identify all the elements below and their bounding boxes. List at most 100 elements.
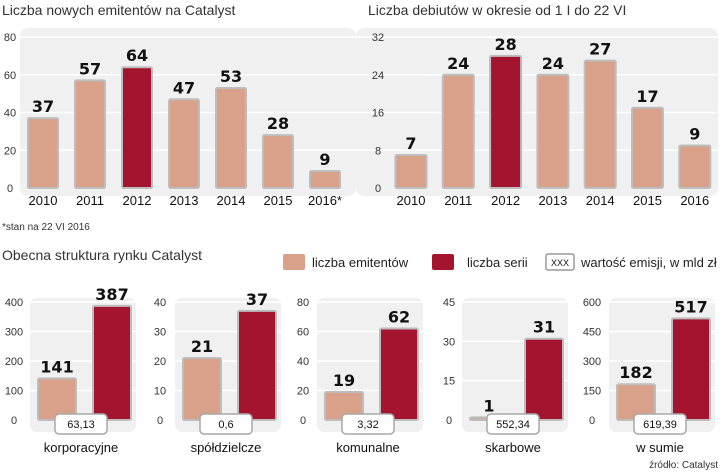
legend-swatch-series	[432, 254, 454, 270]
structure-group: 0 150 300 450 600 182 517 619,39 w sumie	[583, 297, 715, 455]
structure-y-tick: 100	[5, 386, 23, 398]
emission-value: 619,39	[643, 419, 677, 431]
structure-group: 0 20 40 60 80 19 62 3,32 komunalne	[297, 297, 423, 455]
chart1-x-tick: 2010	[29, 193, 58, 208]
chart2-data-label: 17	[636, 87, 658, 106]
chart1-data-label: 37	[32, 97, 54, 116]
emission-value: 63,13	[67, 419, 95, 431]
chart1-y-tick: 60	[4, 70, 16, 82]
group-label: skarbowe	[485, 440, 541, 455]
structure-group: 0 100 200 300 400 141 387 63,13 korporacyjne	[5, 285, 136, 455]
legend-swatch-issuers	[283, 254, 305, 270]
structure-charts: 010020030040014138763,13korporacyjne0102…	[5, 285, 715, 455]
issuers-value-label: 19	[333, 371, 355, 390]
legend-label-issuers: liczba emitentów	[312, 255, 409, 270]
issuers-value-label: 141	[40, 357, 73, 376]
series-value-label: 387	[95, 285, 128, 304]
chart1-y-tick: 80	[4, 32, 16, 44]
legend-emission-sample: XXX	[551, 258, 569, 268]
structure-y-tick: 0	[589, 415, 595, 427]
structure-y-tick: 80	[297, 297, 309, 309]
issuers-value-label: 21	[191, 337, 213, 356]
chart1-x-tick: 2015	[264, 193, 293, 208]
chart1-x-tick: 2011	[76, 193, 104, 208]
chart1-x-tick: 2013	[170, 193, 199, 208]
structure-y-tick: 600	[583, 297, 601, 309]
structure-group: 0 15 30 45 1 31 552,34 skarbowe	[443, 297, 568, 455]
structure-y-tick: 60	[297, 327, 309, 339]
emission-value: 3,32	[357, 419, 378, 431]
structure-y-tick: 40	[297, 356, 309, 368]
chart2-data-label: 7	[405, 134, 416, 153]
chart1-x-tick: 2012	[123, 193, 152, 208]
chart1-new-issuers: 0 20 40 60 80 37 2010 57 2011 64 2012 47 2013 53 2014 2…	[4, 28, 356, 208]
structure-y-tick: 45	[443, 297, 455, 309]
bar-issuers	[182, 357, 222, 421]
chart1-x-tick: 2016*	[308, 193, 342, 208]
chart2-x-tick: 2016	[680, 193, 709, 208]
emission-value-box	[199, 413, 253, 435]
chart1-title: Liczba nowych emitentów na Catalyst	[2, 2, 236, 18]
structure-y-tick: 0	[446, 415, 452, 427]
chart1-y-tick: 0	[7, 183, 13, 195]
bar-series	[92, 304, 132, 421]
chart1-bar	[215, 86, 247, 189]
chart1-data-label: 47	[173, 78, 195, 97]
chart1-x-tick: 2014	[217, 193, 246, 208]
structure-y-tick: 0	[11, 415, 17, 427]
emission-value-box	[486, 413, 540, 435]
chart2-title: Liczba debiutów w okresie od 1 I do 22 V…	[368, 2, 626, 18]
series-value-label: 517	[674, 297, 707, 316]
structure-y-tick: 30	[154, 327, 166, 339]
legend-label-series: liczba serii	[467, 255, 528, 270]
structure-y-tick: 0	[157, 415, 163, 427]
chart1-data-label: 53	[220, 67, 242, 86]
legend-label-emission: wartość emisji, w mld zł	[580, 255, 717, 270]
chart2-x-tick: 2011	[444, 193, 472, 208]
structure-group: 0 10 20 30 40 21 37 0,6 spółdzielcze	[154, 290, 281, 455]
chart2-y-tick: 0	[375, 183, 381, 195]
emission-value: 552,34	[496, 419, 530, 431]
structure-y-tick: 40	[154, 297, 166, 309]
chart1-data-label: 64	[126, 46, 148, 65]
legend: liczba emitentów liczba serii XXX wartoś…	[283, 253, 717, 271]
structure-title: Obecna struktura rynku Catalyst	[2, 247, 202, 263]
structure-y-tick: 300	[583, 356, 601, 368]
chart1-data-label: 28	[267, 114, 289, 133]
emission-value-box	[54, 413, 108, 435]
chart2-x-tick: 2010	[397, 193, 426, 208]
structure-y-tick: 20	[297, 386, 309, 398]
group-label: spółdzielcze	[191, 440, 262, 455]
chart2-x-tick: 2013	[538, 193, 567, 208]
series-value-label: 37	[246, 290, 268, 309]
chart2-data-label: 24	[542, 54, 564, 73]
structure-y-tick: 150	[583, 386, 601, 398]
chart1-bar	[121, 66, 153, 189]
structure-y-tick: 450	[583, 327, 601, 339]
structure-y-tick: 10	[154, 386, 166, 398]
chart1-data-label: 9	[319, 150, 330, 169]
emission-value-box	[341, 413, 395, 435]
chart1-y-tick: 40	[4, 108, 16, 120]
series-value-label: 31	[533, 318, 555, 337]
chart2-bar	[536, 73, 570, 189]
structure-y-tick: 20	[154, 356, 166, 368]
structure-y-tick: 30	[443, 336, 455, 348]
chart2-y-tick: 32	[372, 32, 384, 44]
chart1-data-label: 57	[79, 59, 101, 78]
legend-swatch-emission	[545, 253, 575, 271]
structure-y-tick: 200	[5, 356, 23, 368]
structure-y-tick: 0	[300, 415, 306, 427]
chart2-bar	[678, 144, 712, 189]
chart1-bar	[309, 170, 341, 189]
chart1-footnote: *stan na 22 VI 2016	[2, 222, 90, 233]
chart2-y-tick: 8	[375, 145, 381, 157]
group-label: korporacyjne	[44, 440, 118, 455]
chart2-data-label: 9	[689, 125, 700, 144]
chart2-y-tick: 16	[372, 108, 384, 120]
source-note: źródło: Catalyst	[649, 460, 718, 471]
bar-series	[237, 309, 277, 422]
bar-series	[671, 317, 711, 421]
chart2-bar	[394, 153, 428, 189]
chart2-bar	[631, 106, 664, 189]
